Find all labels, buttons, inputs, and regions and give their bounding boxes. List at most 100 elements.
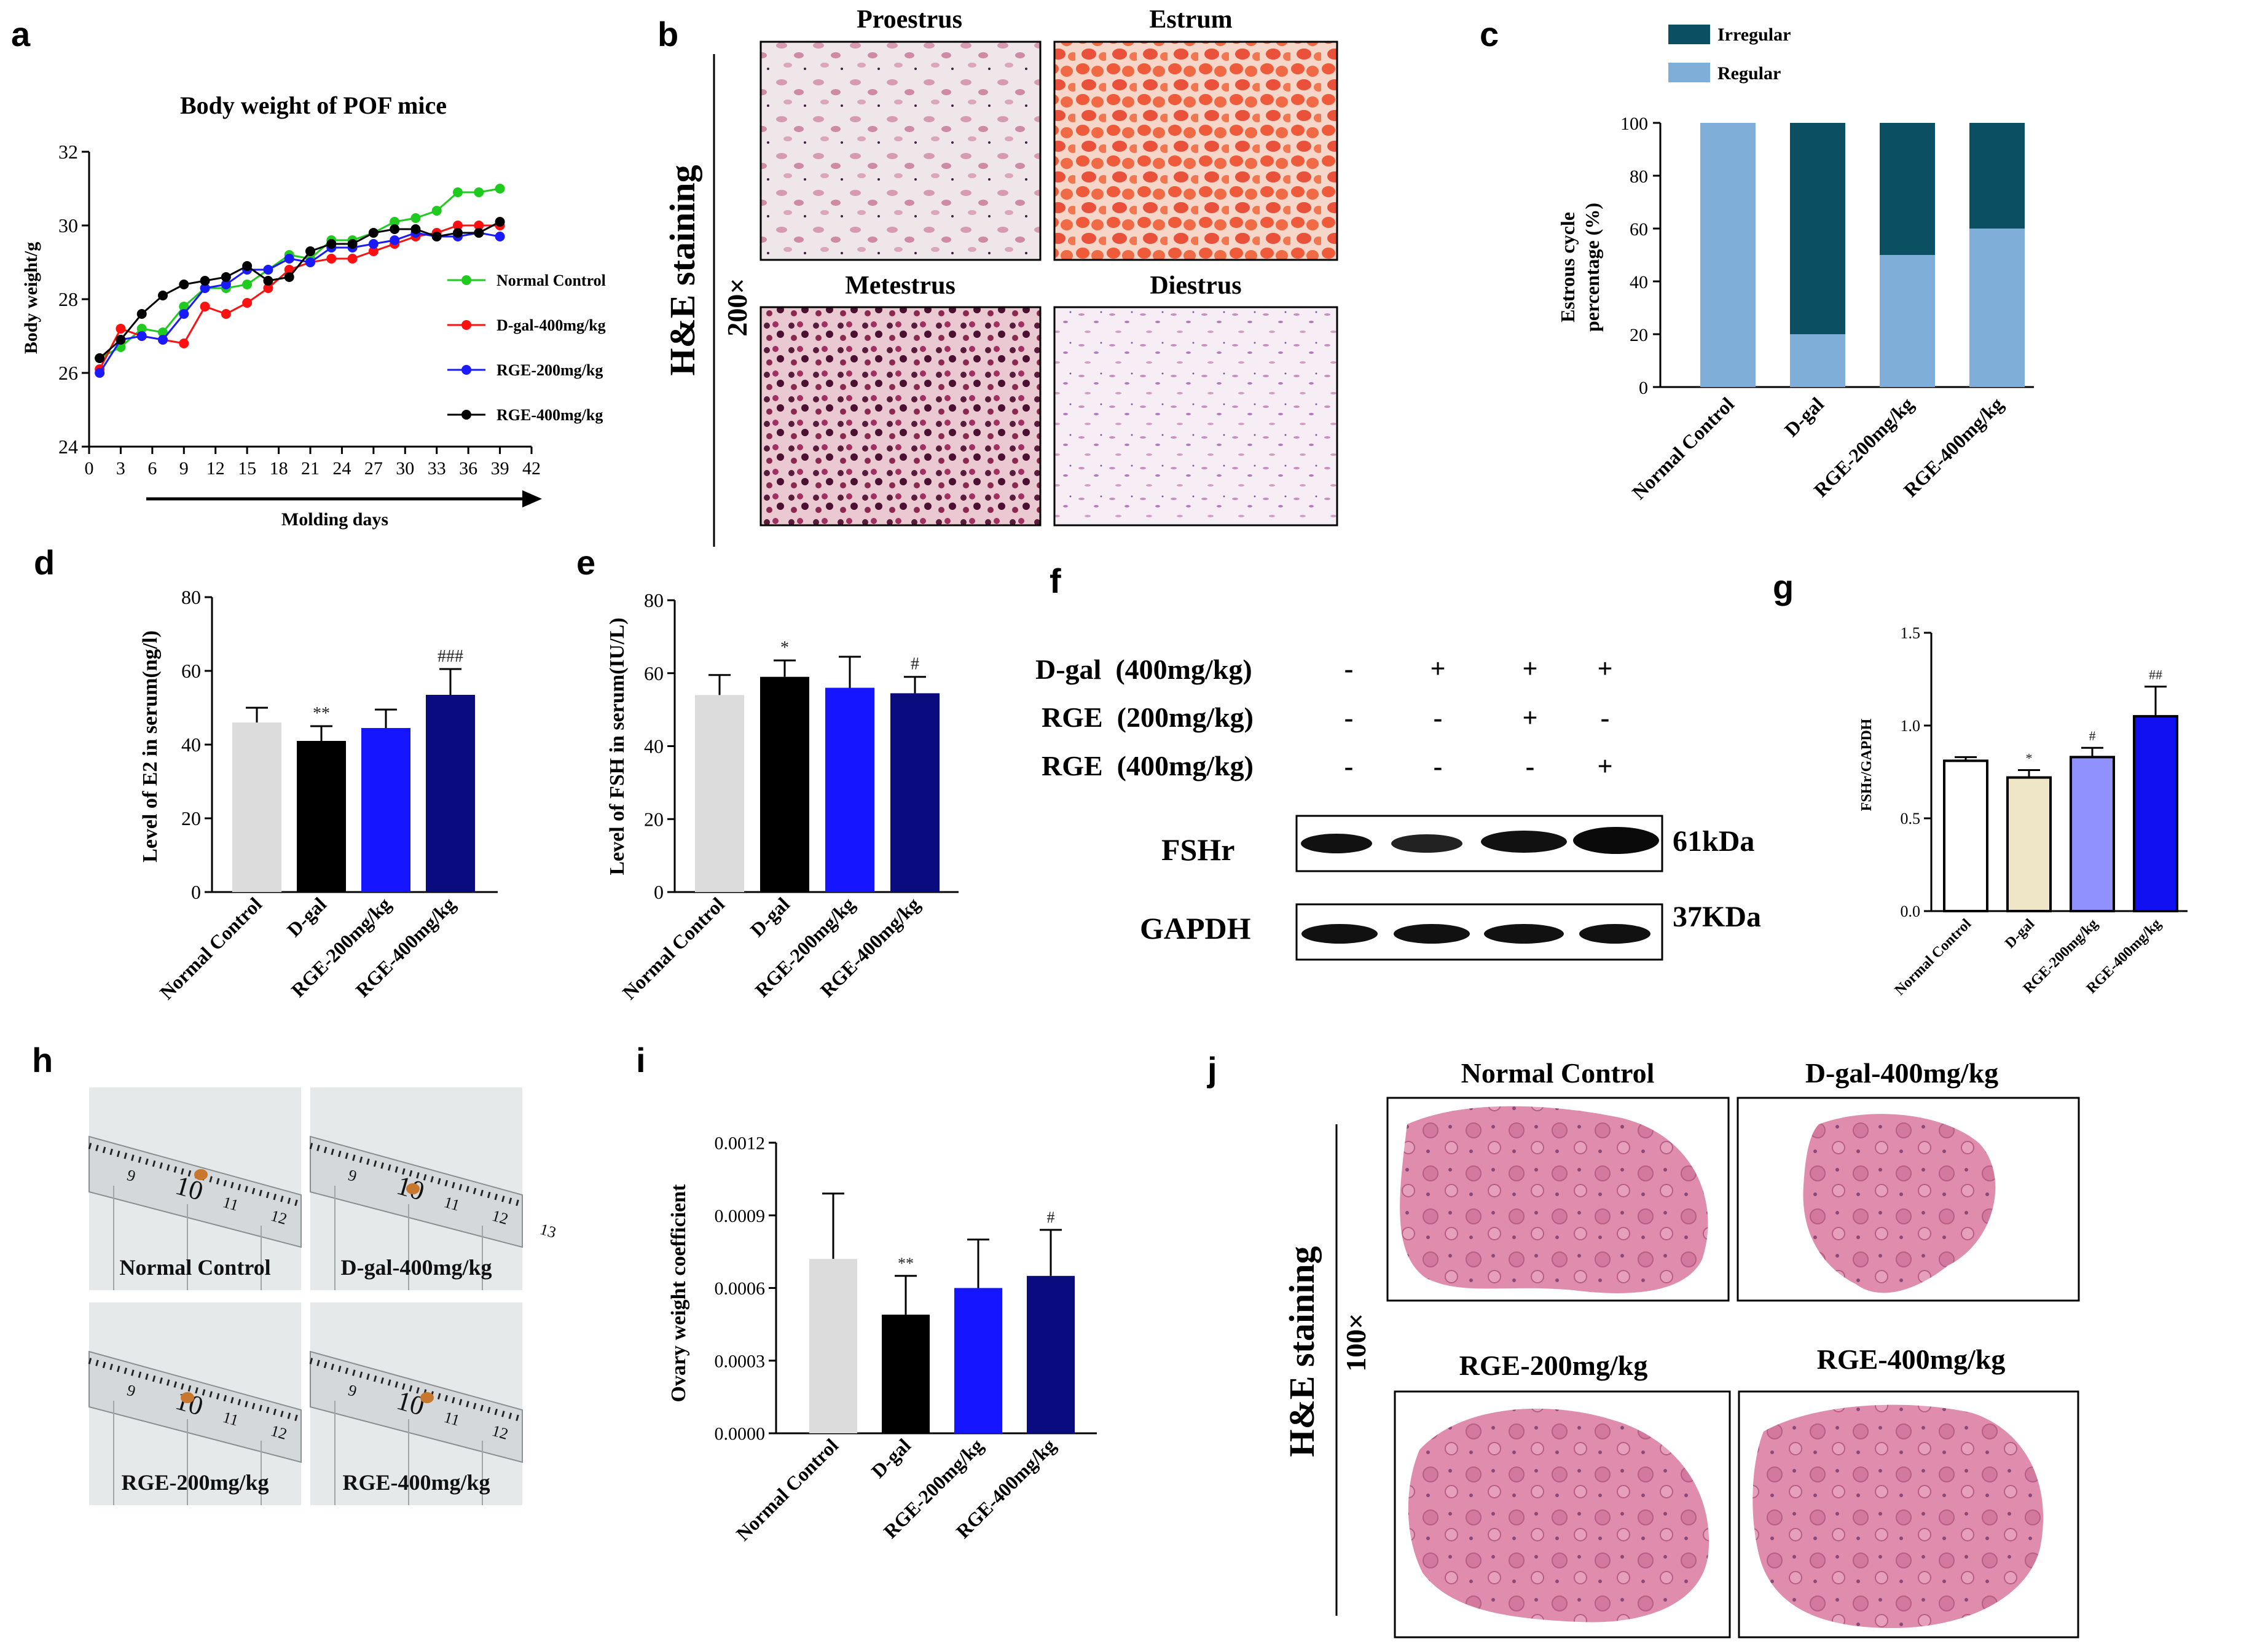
stage-label-proestrus: Proestrus <box>857 6 962 34</box>
wb-mark: - <box>1344 751 1354 781</box>
data-point <box>495 217 505 227</box>
wb-band <box>1481 831 1567 853</box>
panel-label-i: i <box>636 1041 646 1079</box>
ovary-photo-label: RGE-400mg/kg <box>342 1470 490 1495</box>
section-label-dgal: D-gal-400mg/kg <box>1805 1057 1998 1089</box>
x-tick-label: 9 <box>179 458 189 479</box>
data-point <box>474 228 484 238</box>
category-label: D-gal <box>746 893 794 941</box>
bar-regular <box>1700 123 1756 387</box>
e2-serum-bar-chart: Level of E2 in serum(ng/l) 0 20 40 60 80 Norm… <box>139 586 498 1004</box>
ovary-photo-label: D-gal-400mg/kg <box>341 1255 492 1280</box>
legend-marker <box>461 320 471 330</box>
y-tick-label: 0.0000 <box>715 1424 766 1444</box>
panel-label-h: h <box>32 1041 53 1079</box>
y-tick-label: 0 <box>654 881 664 903</box>
wb-band-size-fshr: 61kDa <box>1673 825 1754 858</box>
wb-band <box>1391 834 1462 853</box>
legend-label: RGE-400mg/kg <box>496 406 603 424</box>
data-point <box>158 291 168 300</box>
y-tick-label: 0 <box>1639 378 1648 398</box>
x-tick-label: 30 <box>396 458 414 479</box>
ovary-tissue-rge400 <box>1752 1404 2044 1628</box>
data-point <box>158 335 168 345</box>
wb-band <box>1301 834 1372 853</box>
bar <box>2006 776 2052 913</box>
x-tick-label: 27 <box>364 458 383 479</box>
significance-mark: ** <box>898 1255 914 1272</box>
ruler <box>88 1135 302 1248</box>
ovary-sample <box>420 1392 434 1403</box>
y-tick-label: 80 <box>644 589 664 611</box>
wb-band <box>1394 924 1470 944</box>
y-tick-label: 80 <box>181 586 201 608</box>
y-tick-label: 40 <box>181 734 201 756</box>
y-tick-label: 32 <box>58 141 78 163</box>
y-tick-label: 0.0009 <box>715 1206 766 1226</box>
significance-mark: ### <box>438 647 463 666</box>
y-tick-label: 20 <box>1630 325 1648 345</box>
legend-marker <box>461 275 471 285</box>
y-tick-label: 0.0003 <box>715 1351 766 1371</box>
data-point <box>495 232 505 241</box>
data-point <box>390 217 400 227</box>
wb-band-size-gapdh: 37KDa <box>1673 901 1761 933</box>
legend-label: Normal Control <box>496 272 606 289</box>
data-point <box>158 327 168 337</box>
wb-mark: + <box>1430 654 1445 684</box>
data-point <box>390 224 400 234</box>
chart-c-ylabel-line2: percentage (%) <box>1581 203 1603 332</box>
data-point <box>326 254 337 264</box>
panel-j-magnification: 100× <box>1340 1313 1372 1371</box>
y-tick-label: 28 <box>58 288 78 310</box>
chart-d-ylabel: Level of E2 in serum(ng/l) <box>139 630 162 863</box>
y-tick-label: 24 <box>58 436 78 458</box>
category-label: Normal Control <box>155 893 266 1003</box>
significance-mark: * <box>780 638 789 657</box>
data-point <box>242 280 253 289</box>
data-point <box>347 239 358 249</box>
y-tick-label: 0.0012 <box>715 1133 766 1154</box>
y-tick-label: 40 <box>644 735 664 757</box>
data-point <box>431 232 442 241</box>
data-point <box>453 228 463 238</box>
y-tick-label: 60 <box>1630 219 1648 240</box>
category-label: Normal Control <box>1628 393 1738 503</box>
panel-b-side-label: H&E staining <box>662 165 702 375</box>
data-point <box>453 187 463 197</box>
smear-image-diestrus <box>1053 306 1338 527</box>
wb-band <box>1484 924 1564 944</box>
y-tick-label: 30 <box>58 214 78 237</box>
y-tick-label: 0 <box>191 881 201 903</box>
panel-label-b: b <box>657 15 678 53</box>
data-point <box>305 246 315 256</box>
panel-j-side-label: H&E staining <box>1282 1246 1322 1457</box>
significance-mark: * <box>2026 750 2033 765</box>
significance-mark: # <box>2089 728 2096 743</box>
stage-label-diestrus: Diestrus <box>1150 272 1241 300</box>
bar <box>954 1288 1002 1433</box>
bar-irregular <box>1969 123 2025 229</box>
significance-mark: ** <box>313 704 330 723</box>
data-point <box>453 221 463 230</box>
x-tick-label: 0 <box>85 458 94 479</box>
legend-swatch-regular <box>1668 63 1710 82</box>
data-point <box>390 235 400 245</box>
bar <box>825 687 874 892</box>
panel-b-magnification: 200× <box>721 278 753 336</box>
bar-irregular <box>1790 123 1845 334</box>
ruler <box>310 1350 523 1463</box>
wb-mark: + <box>1522 703 1537 733</box>
wb-mark: + <box>1522 654 1537 684</box>
y-tick-label: 60 <box>644 662 664 684</box>
category-label: D-gal <box>867 1434 915 1482</box>
data-point <box>263 276 273 286</box>
legend-label-irregular: Irregular <box>1717 25 1791 45</box>
data-point <box>495 184 505 194</box>
ovary-tissue-normal <box>1400 1106 1708 1293</box>
chart-a-ylabel: Body weight/g <box>21 242 41 354</box>
data-point <box>368 228 379 238</box>
ovary-photo-label: RGE-200mg/kg <box>121 1470 269 1495</box>
